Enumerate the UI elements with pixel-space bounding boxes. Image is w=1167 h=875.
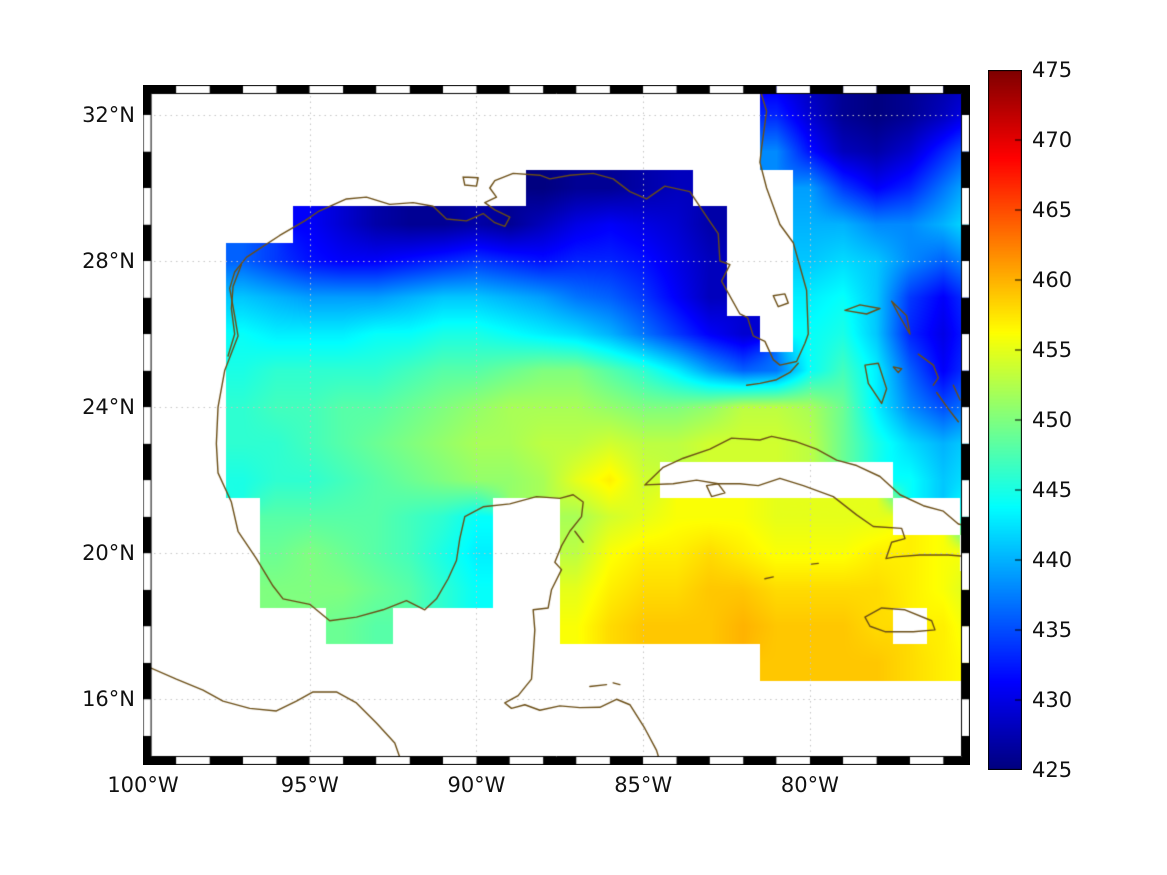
lat-tick-label: 24°N (82, 395, 135, 420)
colorbar-tick-label: 455 (1032, 338, 1073, 362)
colorbar-tick-label: 450 (1032, 408, 1073, 432)
colorbar-tick-label: 445 (1032, 478, 1073, 502)
lat-tick-label: 28°N (82, 249, 135, 274)
lon-tick-label: 80°W (780, 773, 839, 797)
colorbar-tick-label: 440 (1032, 548, 1073, 572)
map-canvas (143, 85, 970, 765)
colorbar-tick-label: 465 (1032, 198, 1073, 222)
colorbar (988, 70, 1022, 770)
colorbar-tick-label: 470 (1032, 128, 1073, 152)
lon-tick-label: 90°W (447, 773, 506, 797)
lon-tick-label: 100°W (107, 773, 179, 797)
colorbar-tick-label: 460 (1032, 268, 1073, 292)
lat-tick-label: 16°N (82, 687, 135, 712)
colorbar-tick-label: 475 (1032, 58, 1073, 82)
lon-tick-label: 85°W (614, 773, 673, 797)
lat-tick-label: 32°N (82, 102, 135, 127)
colorbar-tick-label: 435 (1032, 618, 1073, 642)
colorbar-tick-label: 430 (1032, 688, 1073, 712)
lat-tick-label: 20°N (82, 541, 135, 566)
lon-tick-label: 95°W (280, 773, 339, 797)
colorbar-tick-label: 425 (1032, 758, 1073, 782)
